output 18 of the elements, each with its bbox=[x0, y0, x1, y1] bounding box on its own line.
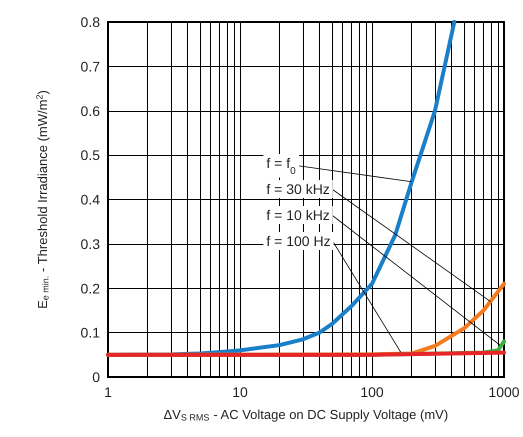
annotation: f = f$_{0}$ bbox=[266, 155, 296, 176]
y-tick-label: 0.2 bbox=[80, 280, 100, 296]
y-tick-label: 0.3 bbox=[80, 236, 100, 252]
x-tick-label: 10 bbox=[232, 384, 248, 400]
x-tick-label: 1 bbox=[104, 384, 112, 400]
x-tick-label: 100 bbox=[360, 384, 384, 400]
y-tick-label: 0.8 bbox=[80, 14, 100, 30]
x-tick-label: 1000 bbox=[488, 384, 520, 400]
y-tick-label: 0.5 bbox=[80, 147, 100, 164]
annotation: f = 10 kHz bbox=[266, 207, 330, 223]
y-tick-label: 0 bbox=[92, 369, 100, 385]
annotation: f = 100 Hz bbox=[266, 233, 331, 249]
y-tick-label: 0.1 bbox=[80, 324, 100, 341]
annotation: f = 30 kHz bbox=[266, 181, 330, 197]
y-axis-title: Ee min. - Threshold Irradiance (mW/m2) bbox=[34, 90, 50, 309]
y-tick-label: 0.4 bbox=[80, 192, 100, 208]
y-tick-label: 0.7 bbox=[80, 58, 100, 74]
y-tick-label: 0.6 bbox=[80, 102, 100, 119]
